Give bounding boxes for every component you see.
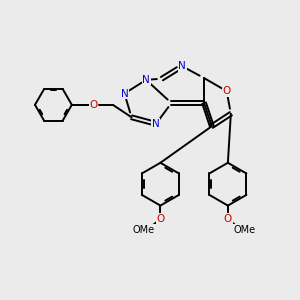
Text: O: O: [89, 100, 98, 110]
Text: N: N: [121, 88, 128, 98]
Text: O: O: [224, 214, 232, 224]
Text: OMe: OMe: [233, 225, 255, 235]
Text: OMe: OMe: [133, 225, 155, 235]
Text: O: O: [223, 86, 231, 96]
Text: N: N: [152, 119, 160, 129]
Text: O: O: [156, 214, 164, 224]
Text: e: e: [144, 226, 150, 235]
Text: N: N: [142, 75, 150, 85]
Text: N: N: [178, 61, 186, 71]
